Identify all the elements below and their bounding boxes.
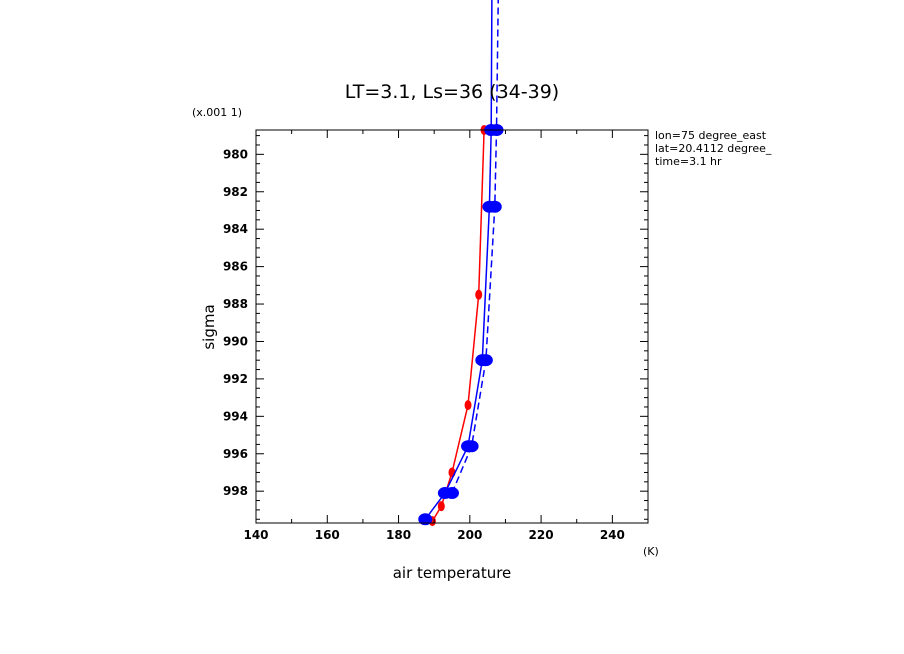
x-axis-label: air temperature — [393, 564, 512, 582]
data-point-blue-dashed — [487, 200, 502, 213]
chart-title: LT=3.1, Ls=36 (34-39) — [345, 81, 559, 103]
x-tick-label: 160 — [315, 528, 340, 542]
x-tick-label: 180 — [386, 528, 411, 542]
data-point-red-solid — [437, 501, 445, 512]
y-tick-label: 986 — [223, 260, 248, 274]
series-line-blue-dashed — [451, 0, 499, 494]
y-tick-label: 990 — [223, 334, 248, 348]
data-point-blue-solid — [418, 513, 433, 526]
y-axis-label: sigma — [200, 304, 218, 349]
data-point-blue-dashed — [464, 440, 479, 453]
info-lon: lon=75 degree_east — [655, 129, 767, 142]
data-point-red-solid — [464, 400, 472, 411]
y-tick-label: 996 — [223, 447, 248, 461]
y-tick-label: 998 — [223, 484, 248, 498]
info-time: time=3.1 hr — [655, 155, 722, 168]
plot-frame — [255, 129, 649, 524]
x-tick-label: 200 — [457, 528, 482, 542]
x-axis-unit: (K) — [643, 545, 659, 558]
x-tick-label: 140 — [243, 528, 268, 542]
chart-marks — [418, 0, 504, 527]
x-tick-label: 240 — [600, 528, 625, 542]
y-tick-label: 984 — [223, 222, 248, 236]
data-point-blue-dashed — [478, 354, 493, 367]
y-tick-label: 994 — [223, 409, 248, 423]
y-tick-label: 988 — [223, 297, 248, 311]
data-point-red-solid — [475, 289, 483, 300]
axis-ticks: 140 160 180 200 220 240 980 982 984 986 988 990 992 9… — [223, 130, 649, 542]
data-point-blue-dashed — [445, 487, 459, 500]
y-axis-scale-note: (x.001 1) — [192, 106, 242, 119]
y-tick-label: 992 — [223, 372, 248, 386]
series-line-red-solid — [431, 129, 485, 522]
series-line-blue-solid — [424, 0, 493, 520]
x-tick-label: 220 — [529, 528, 554, 542]
y-tick-label: 980 — [223, 147, 248, 161]
info-lat: lat=20.4112 degree_ — [655, 142, 772, 155]
y-tick-label: 982 — [223, 185, 248, 199]
